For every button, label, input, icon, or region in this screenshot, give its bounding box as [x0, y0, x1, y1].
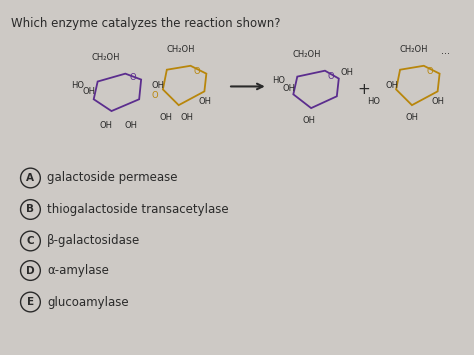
Text: A: A — [27, 173, 35, 183]
Text: OH: OH — [180, 113, 193, 122]
Text: CH₂OH: CH₂OH — [293, 50, 321, 59]
Text: B: B — [27, 204, 35, 214]
Text: Which enzyme catalyzes the reaction shown?: Which enzyme catalyzes the reaction show… — [11, 17, 280, 29]
Text: CH₂OH: CH₂OH — [91, 53, 120, 62]
Text: α-amylase: α-amylase — [47, 264, 109, 277]
Text: OH: OH — [82, 87, 96, 96]
Text: OH: OH — [302, 116, 316, 125]
Text: O: O — [427, 67, 433, 76]
Text: OH: OH — [160, 113, 173, 122]
Text: OH: OH — [125, 121, 138, 130]
Text: OH: OH — [99, 121, 112, 130]
Text: C: C — [27, 236, 34, 246]
Text: +: + — [357, 82, 370, 97]
Text: OH: OH — [199, 97, 211, 106]
Text: HO: HO — [367, 97, 380, 106]
Text: β-galactosidase: β-galactosidase — [47, 235, 140, 247]
Text: D: D — [26, 266, 35, 275]
Text: CH₂OH: CH₂OH — [400, 45, 428, 54]
Text: OH: OH — [341, 68, 354, 77]
Text: glucoamylase: glucoamylase — [47, 295, 129, 308]
Text: O: O — [130, 73, 137, 82]
Text: OH: OH — [283, 84, 295, 93]
Text: OH: OH — [432, 97, 445, 106]
Text: E: E — [27, 297, 34, 307]
Text: OH: OH — [385, 81, 398, 90]
Text: O: O — [152, 91, 158, 100]
Text: HO: HO — [273, 76, 285, 85]
Text: CH₂OH: CH₂OH — [166, 45, 195, 54]
Text: OH: OH — [405, 113, 419, 122]
Text: HO: HO — [71, 81, 84, 90]
Text: thiogalactoside transacetylase: thiogalactoside transacetylase — [47, 203, 229, 216]
Text: galactoside permease: galactoside permease — [47, 171, 178, 185]
Text: O: O — [328, 72, 334, 81]
Text: O: O — [193, 67, 200, 76]
Text: ...: ... — [441, 46, 450, 56]
Text: OH: OH — [152, 81, 165, 90]
